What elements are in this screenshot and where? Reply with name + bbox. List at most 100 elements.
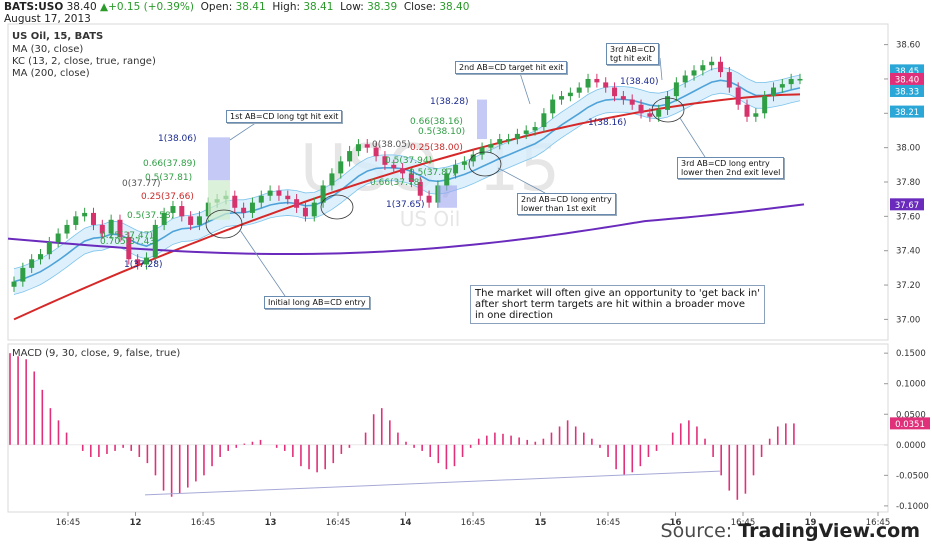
price-tag-label: 37.67 <box>895 201 919 211</box>
candle-body <box>20 267 26 282</box>
x-tick-label: 16:45 <box>866 518 891 528</box>
candle-body <box>55 233 61 243</box>
high-label: High: <box>272 1 301 13</box>
candle-body <box>523 130 529 134</box>
price-tag-label: 38.33 <box>895 87 919 97</box>
annotation-3rd-exit-line1: 3rd AB=CD <box>610 45 656 54</box>
candle-body <box>585 78 591 88</box>
candle-body <box>108 219 114 234</box>
candle-body <box>576 87 582 93</box>
candle-body <box>726 72 732 88</box>
entry-circle <box>651 97 685 123</box>
candle-body <box>797 78 803 81</box>
legend-ma30[interactable]: MA (30, close) <box>12 44 84 55</box>
symbol-header: BATS:USO 38.40 ▲+0.15 (+0.39%) Open: 38.… <box>4 1 469 13</box>
price-tag-label: 38.45 <box>895 67 919 77</box>
candle-body <box>90 212 96 225</box>
candle-body <box>656 109 662 117</box>
open-label: Open: <box>200 1 233 13</box>
last-price: 38.40 <box>66 1 97 13</box>
x-tick-label: 16:45 <box>56 518 81 528</box>
fib-label: 0(38.05) <box>372 140 411 150</box>
candle-body <box>497 139 503 145</box>
symbol[interactable]: BATS:USO <box>4 1 64 13</box>
fib-zone-2-upper <box>477 99 487 140</box>
annotation-leader <box>497 167 546 194</box>
candle-body <box>302 207 308 217</box>
candle-body <box>453 164 459 174</box>
macd-y-tick-label: 0.0000 <box>896 441 926 451</box>
candle-body <box>682 75 688 83</box>
price-change: +0.15 (+0.39%) <box>108 1 194 13</box>
fib-zone-1-upper <box>208 137 230 181</box>
legend-title[interactable]: US Oil, 15, BATS <box>12 31 104 42</box>
fib-label: 1(38.40) <box>620 77 659 87</box>
candle-body <box>709 61 715 66</box>
x-tick-label: 19 <box>805 518 817 528</box>
legend-ma200[interactable]: MA (200, close) <box>12 68 90 79</box>
fib-label: 0.705(37.43) <box>100 237 159 247</box>
candle-body <box>550 99 556 114</box>
x-tick-label: 16:45 <box>191 518 216 528</box>
candle-body <box>391 164 397 169</box>
candle-body <box>347 151 353 162</box>
macd-value-tag <box>890 417 930 430</box>
candle-body <box>276 190 282 196</box>
candle-body <box>161 212 167 225</box>
price-tag <box>890 198 924 211</box>
market-note: The market will often give an opportunit… <box>470 285 766 324</box>
legend-kc[interactable]: KC (13, 2, close, true, range) <box>12 56 156 67</box>
legend-macd[interactable]: MACD (9, 30, close, 9, false, true) <box>12 348 181 359</box>
close-label: Close: <box>403 1 436 13</box>
close-value: 38.40 <box>439 1 470 13</box>
candle-body <box>135 259 141 265</box>
x-tick-label: 15 <box>535 518 547 528</box>
candle-body <box>46 242 52 255</box>
up-triangle-icon: ▲ <box>100 1 109 13</box>
annotation-leader <box>519 72 531 105</box>
source-credit[interactable]: Source: TradingView.com <box>661 520 920 542</box>
price-y-tick-label: 37.80 <box>896 178 920 188</box>
candle-body <box>355 144 361 152</box>
candle-body <box>788 78 794 85</box>
fib-label: 0(37.77) <box>122 179 161 189</box>
macd-divergence-line <box>144 470 721 496</box>
candle-body <box>470 154 476 162</box>
macd-pane <box>7 343 889 513</box>
candle-body <box>620 96 626 100</box>
price-tag <box>890 105 924 118</box>
candle-body <box>373 147 379 157</box>
candle-body <box>258 195 264 203</box>
fib-label: 0.5(37.87) <box>409 168 456 178</box>
price-y-tick-label: 37.00 <box>896 315 920 325</box>
price-y-tick-label: 38.00 <box>896 144 920 154</box>
candle-body <box>744 104 750 117</box>
candle-body <box>382 156 388 165</box>
entry-circle <box>205 209 243 239</box>
annotation-leader <box>659 57 663 81</box>
annotation-3rd-exit: 3rd AB=CD tgt hit exit <box>606 43 660 65</box>
annotation-3rd-entry-line1: 3rd AB=CD long entry <box>681 159 770 168</box>
candle-body <box>232 195 238 208</box>
candle-body <box>170 206 176 213</box>
fib-label: 1(38.06) <box>158 134 197 144</box>
candle-body <box>241 207 247 213</box>
source-prefix: Source: <box>660 520 739 542</box>
candle-body <box>408 173 414 182</box>
candle-body <box>665 96 671 110</box>
candle-body <box>285 195 291 200</box>
candle-body <box>603 82 609 88</box>
entry-circle <box>320 194 354 220</box>
candle-body <box>532 127 538 131</box>
candle-body <box>488 144 494 148</box>
candle-body <box>638 104 644 114</box>
annotation-3rd-entry: 3rd AB=CD long entry lower then 2nd exit… <box>677 157 785 179</box>
market-note-line1: The market will often give an opportunit… <box>475 288 761 299</box>
candle-body <box>73 216 79 225</box>
macd-y-tick-label: 0.0500 <box>896 410 926 420</box>
candle-body <box>338 161 344 174</box>
candle-body <box>188 216 194 225</box>
candle-body <box>196 216 202 225</box>
